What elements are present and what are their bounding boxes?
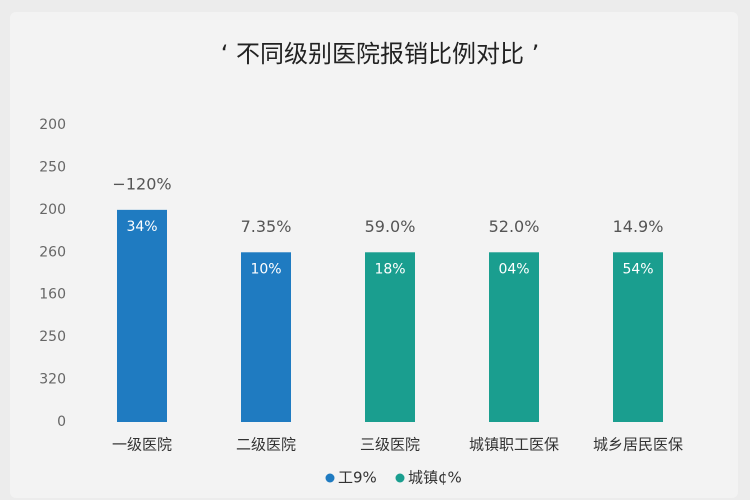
- bar: [241, 252, 291, 422]
- bar-inner-label: 34%: [126, 219, 157, 235]
- y-tick-label: 320: [39, 372, 66, 388]
- bar-inner-label: 04%: [498, 261, 529, 277]
- bar: [365, 252, 415, 422]
- bar-inner-label: 10%: [250, 261, 281, 277]
- x-tick-label: 二级医院: [236, 436, 296, 454]
- x-tick-label: 城镇职工医保: [469, 436, 559, 454]
- legend-label: 工9%: [338, 469, 377, 487]
- bar-top-label: 7.35%: [241, 217, 292, 236]
- x-tick-label: 三级医院: [360, 436, 420, 454]
- bar-top-label: 59.0%: [365, 217, 416, 236]
- bar-inner-label: 54%: [622, 261, 653, 277]
- y-tick-label: 260: [39, 244, 66, 260]
- bar-top-label: 14.9%: [613, 217, 664, 236]
- bar-top-label: −120%: [112, 174, 171, 193]
- legend-label: 城镇¢%: [408, 469, 462, 487]
- legend-swatch: [395, 473, 405, 483]
- bar: [613, 252, 663, 422]
- y-tick-label: 160: [39, 287, 66, 303]
- x-tick-label: 城乡居民医保: [593, 436, 683, 454]
- x-tick-label: 一级医院: [112, 436, 172, 454]
- bar: [489, 252, 539, 422]
- y-tick-label: 200: [39, 202, 66, 218]
- y-tick-label: 200: [39, 117, 66, 133]
- bar-top-label: 52.0%: [489, 217, 540, 236]
- y-tick-label: 0: [57, 414, 66, 430]
- bar-inner-label: 18%: [374, 261, 405, 277]
- y-tick-label: 250: [39, 159, 66, 175]
- y-tick-label: 250: [39, 329, 66, 345]
- bar: [117, 209, 167, 422]
- chart-title: ‘ 不同级别医院报销比例对比 ’: [221, 40, 540, 68]
- legend-swatch: [325, 473, 335, 483]
